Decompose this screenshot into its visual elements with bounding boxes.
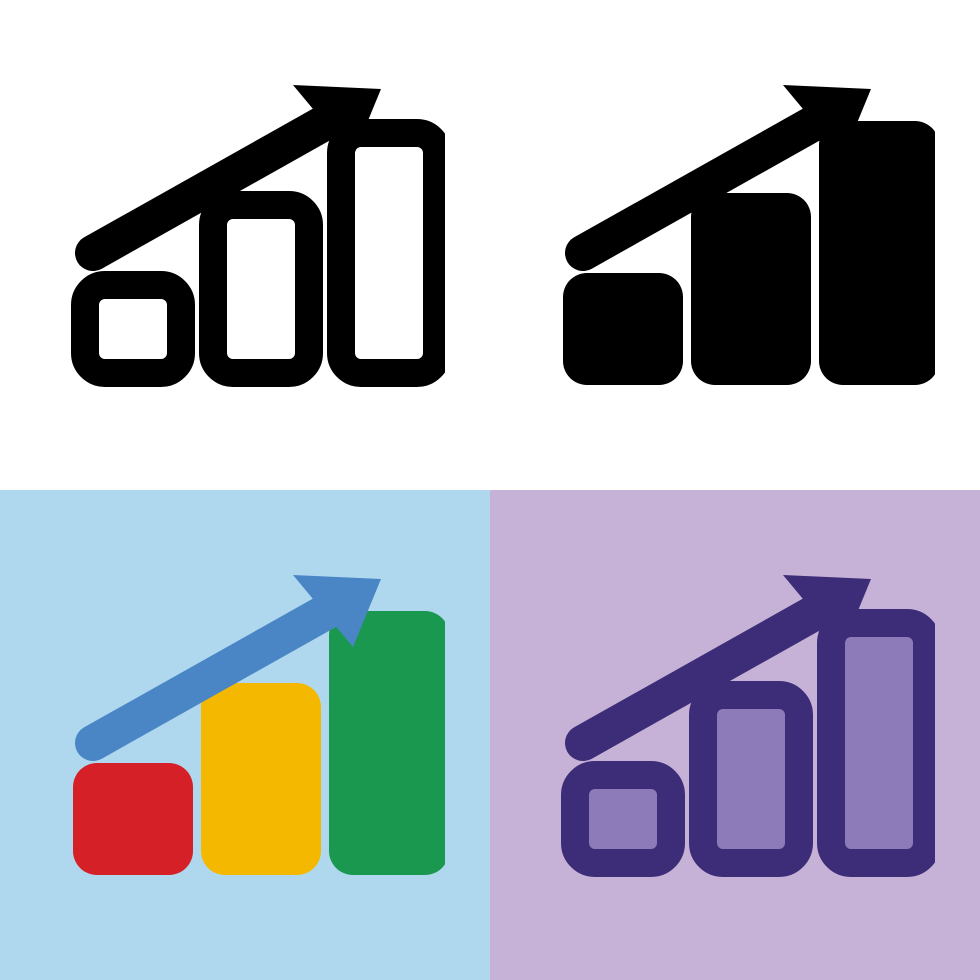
bar-3 — [819, 121, 935, 385]
growth-chart-icon — [535, 535, 935, 935]
bar-1 — [575, 775, 671, 863]
bar-1 — [563, 273, 683, 385]
icon-variant-grid — [0, 0, 980, 980]
bar-2 — [201, 683, 321, 875]
growth-chart-icon — [535, 45, 935, 445]
bar-3 — [831, 623, 927, 863]
bar-2 — [703, 695, 799, 863]
bar-1 — [73, 763, 193, 875]
bar-2 — [691, 193, 811, 385]
growth-chart-icon — [45, 45, 445, 445]
bar-3 — [329, 611, 445, 875]
quadrant-solid — [490, 0, 980, 490]
quadrant-outline — [0, 0, 490, 490]
bar-2 — [213, 205, 309, 373]
bar-1 — [85, 285, 181, 373]
bar-3 — [341, 133, 437, 373]
quadrant-multicolor — [0, 490, 490, 980]
growth-chart-icon — [45, 535, 445, 935]
quadrant-duotone — [490, 490, 980, 980]
